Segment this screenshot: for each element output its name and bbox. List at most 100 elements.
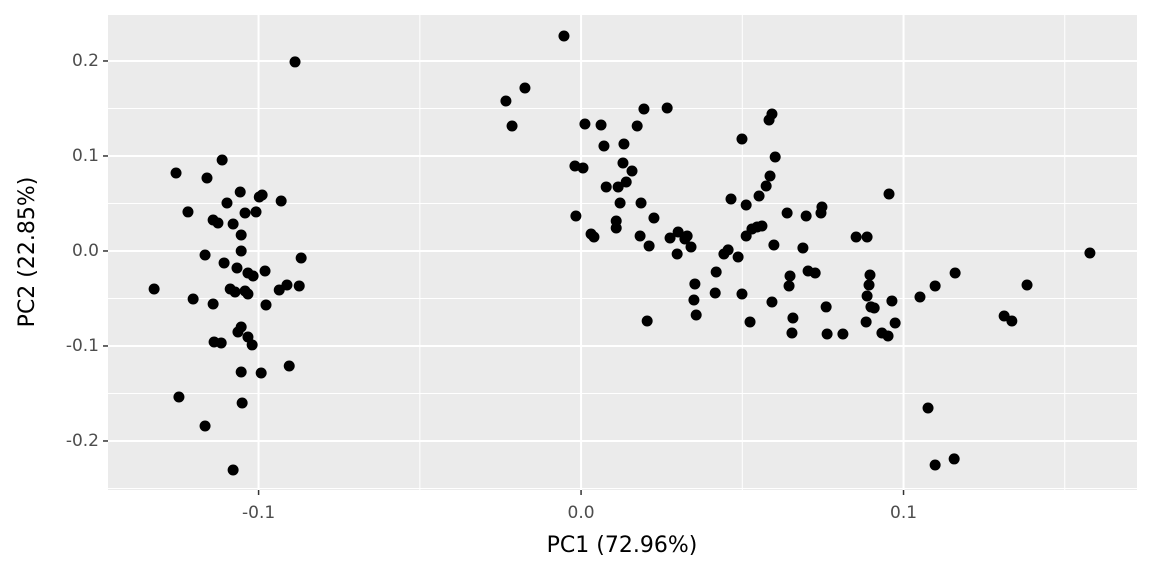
point xyxy=(617,157,629,169)
point xyxy=(809,267,821,279)
point xyxy=(688,294,700,306)
point xyxy=(736,133,748,145)
point xyxy=(1084,247,1096,259)
panel xyxy=(108,15,1137,490)
point xyxy=(201,172,213,184)
point xyxy=(187,293,199,305)
point xyxy=(710,266,722,278)
point xyxy=(784,270,796,282)
point xyxy=(769,151,781,163)
point xyxy=(638,103,650,115)
point xyxy=(756,220,768,232)
point xyxy=(295,252,307,264)
point xyxy=(598,140,610,152)
point xyxy=(740,199,752,211)
point xyxy=(275,195,287,207)
point xyxy=(690,309,702,321)
point xyxy=(618,138,630,150)
point xyxy=(218,257,230,269)
point xyxy=(863,279,875,291)
point xyxy=(506,120,518,132)
point xyxy=(232,326,244,338)
point xyxy=(182,206,194,218)
point xyxy=(722,244,734,256)
point xyxy=(234,186,246,198)
point xyxy=(199,249,211,261)
point xyxy=(253,191,265,203)
point xyxy=(671,248,683,260)
point xyxy=(766,296,778,308)
y-tick-label: -0.2 xyxy=(66,431,99,451)
point xyxy=(760,180,772,192)
point xyxy=(235,229,247,241)
point xyxy=(235,366,247,378)
point xyxy=(558,30,570,42)
x-tick-label: 0.1 xyxy=(890,503,917,523)
point xyxy=(242,288,254,300)
point xyxy=(1006,315,1018,327)
point xyxy=(816,201,828,213)
y-tick-label: 0.1 xyxy=(72,146,99,166)
point xyxy=(753,190,765,202)
x-tick-label: -0.1 xyxy=(242,503,275,523)
point xyxy=(914,291,926,303)
point xyxy=(614,197,626,209)
point xyxy=(768,239,780,251)
x-tick-label: 0.0 xyxy=(568,503,595,523)
point xyxy=(634,230,646,242)
point xyxy=(635,197,647,209)
point xyxy=(231,262,243,274)
point xyxy=(783,280,795,292)
point xyxy=(861,290,873,302)
point xyxy=(787,312,799,324)
point xyxy=(246,339,258,351)
point xyxy=(929,459,941,471)
point xyxy=(293,280,305,292)
point xyxy=(672,226,684,238)
point xyxy=(588,231,600,243)
point xyxy=(821,328,833,340)
point xyxy=(643,240,655,252)
point xyxy=(929,280,941,292)
point xyxy=(283,360,295,372)
grid xyxy=(108,15,1137,490)
point xyxy=(764,170,776,182)
point xyxy=(709,287,721,299)
point xyxy=(889,317,901,329)
point xyxy=(861,231,873,243)
point xyxy=(797,242,809,254)
point xyxy=(519,82,531,94)
points xyxy=(148,30,1096,476)
point xyxy=(689,278,701,290)
point xyxy=(500,95,512,107)
point xyxy=(882,330,894,342)
point xyxy=(886,295,898,307)
y-tick-label: -0.1 xyxy=(66,336,99,356)
point xyxy=(744,316,756,328)
point xyxy=(281,279,293,291)
point xyxy=(949,267,961,279)
point xyxy=(664,232,676,244)
point xyxy=(837,328,849,340)
point xyxy=(860,316,872,328)
point xyxy=(732,251,744,263)
point xyxy=(948,453,960,465)
point xyxy=(612,181,624,193)
point xyxy=(259,265,271,277)
y-tick-label: 0.0 xyxy=(72,241,99,261)
point xyxy=(610,222,622,234)
point xyxy=(199,420,211,432)
point xyxy=(170,167,182,179)
point xyxy=(239,207,251,219)
point xyxy=(207,298,219,310)
point xyxy=(577,162,589,174)
y-axis-title: PC2 (22.85%) xyxy=(15,177,40,328)
point xyxy=(173,391,185,403)
point xyxy=(781,207,793,219)
point xyxy=(661,102,673,114)
point xyxy=(864,269,876,281)
point xyxy=(212,217,224,229)
point xyxy=(236,397,248,409)
point xyxy=(641,315,653,327)
